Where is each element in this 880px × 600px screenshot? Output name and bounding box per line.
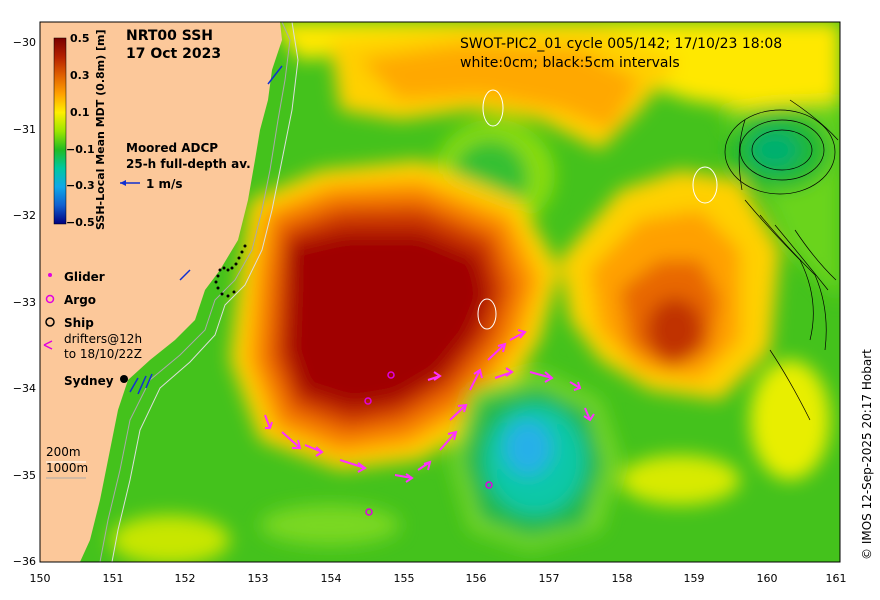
map-date: 17 Oct 2023 [126, 46, 221, 62]
swot-white-contours [477, 89, 718, 330]
swot-contours [724, 99, 839, 421]
x-tick: 153 [248, 572, 269, 585]
y-tick: −33 [13, 296, 36, 309]
y-tick: −30 [13, 36, 36, 49]
adcp-sub: 25-h full-depth av. [126, 157, 251, 171]
legend: Glider Argo Ship drifters@12h to 18/10/2… [43, 270, 142, 361]
y-tick: −34 [13, 382, 36, 395]
colorbar-tick: −0.1 [66, 143, 95, 156]
y-axis: −30 −31 −32 −33 −34 −35 −36 [13, 36, 36, 568]
sydney-marker [120, 375, 128, 383]
x-tick: 160 [757, 572, 778, 585]
colorbar-tick: 0.5 [70, 32, 90, 45]
colorbar-tick: 0.3 [70, 69, 90, 82]
x-tick: 158 [612, 572, 633, 585]
argo-icon [45, 294, 55, 304]
adcp-arrows [129, 65, 283, 395]
drifter-arrows [264, 329, 595, 483]
x-axis: 150 151 152 153 154 155 156 157 158 159 … [30, 572, 847, 585]
swot-intervals: white:0cm; black:5cm intervals [460, 55, 680, 71]
legend-glider: Glider [64, 270, 105, 284]
y-tick: −32 [13, 209, 36, 222]
legend-drifters: drifters@12h [64, 332, 142, 346]
city-label: Sydney [64, 374, 114, 388]
plot-frame [39, 21, 841, 563]
isobath-1000m: 1000m [46, 461, 88, 475]
x-tick: 161 [826, 572, 847, 585]
legend-ship: Ship [64, 316, 94, 330]
x-tick: 157 [539, 572, 560, 585]
colorbar-tick: 0.1 [70, 106, 90, 119]
adcp-label: Moored ADCP [126, 141, 218, 155]
colorbar-label: SSH-Local Mean MDT (0.8m) [m] [94, 30, 107, 230]
colorbar-tick: −0.5 [66, 216, 95, 229]
map-title: NRT00 SSH [126, 28, 213, 44]
x-tick: 151 [103, 572, 124, 585]
swot-label: SWOT-PIC2_01 cycle 005/142; 17/10/23 18:… [460, 36, 782, 52]
adcp-scale-label: 1 m/s [146, 177, 183, 191]
x-tick: 154 [321, 572, 342, 585]
legend-drifters-date: to 18/10/22Z [64, 347, 142, 361]
x-tick: 155 [394, 572, 415, 585]
ship-track [214, 244, 247, 298]
drifter-icon [43, 340, 53, 350]
y-tick: −36 [13, 555, 36, 568]
glider-icon [48, 273, 52, 277]
legend-argo: Argo [64, 293, 96, 307]
colorbar-tick: −0.3 [66, 179, 95, 192]
credit: © IMOS 12-Sep-2025 20:17 Hobart [860, 349, 874, 560]
y-tick: −35 [13, 469, 36, 482]
ship-icon [45, 317, 55, 327]
x-tick: 152 [175, 572, 196, 585]
y-tick: −31 [13, 123, 36, 136]
land [40, 21, 299, 563]
isobath-200m: 200m [46, 445, 81, 459]
x-tick: 159 [684, 572, 705, 585]
x-tick: 150 [30, 572, 51, 585]
ssh-field [40, 22, 840, 562]
x-tick: 156 [466, 572, 487, 585]
colorbar: 0.5 0.3 0.1 −0.1 −0.3 −0.5 SSH-Local Mea… [53, 30, 107, 230]
argo-floats [364, 371, 493, 516]
